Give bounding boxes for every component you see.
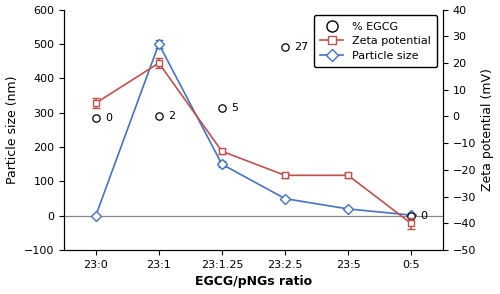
Text: 28: 28 <box>358 37 372 47</box>
Point <box>218 105 226 110</box>
Legend: % EGCG, Zeta potential, Particle size: % EGCG, Zeta potential, Particle size <box>314 15 437 67</box>
Point <box>92 116 100 120</box>
Text: 5: 5 <box>232 103 238 113</box>
Point <box>281 45 289 50</box>
Text: 27: 27 <box>294 42 308 52</box>
X-axis label: EGCG/pNGs ratio: EGCG/pNGs ratio <box>195 275 312 288</box>
Y-axis label: Particle size (nm): Particle size (nm) <box>6 76 18 184</box>
Y-axis label: Zeta potential (mV): Zeta potential (mV) <box>482 69 494 191</box>
Text: 0: 0 <box>105 113 112 123</box>
Point <box>407 213 415 218</box>
Point <box>344 40 352 45</box>
Text: 0: 0 <box>420 211 428 221</box>
Point <box>155 114 163 118</box>
Text: 2: 2 <box>168 111 175 121</box>
